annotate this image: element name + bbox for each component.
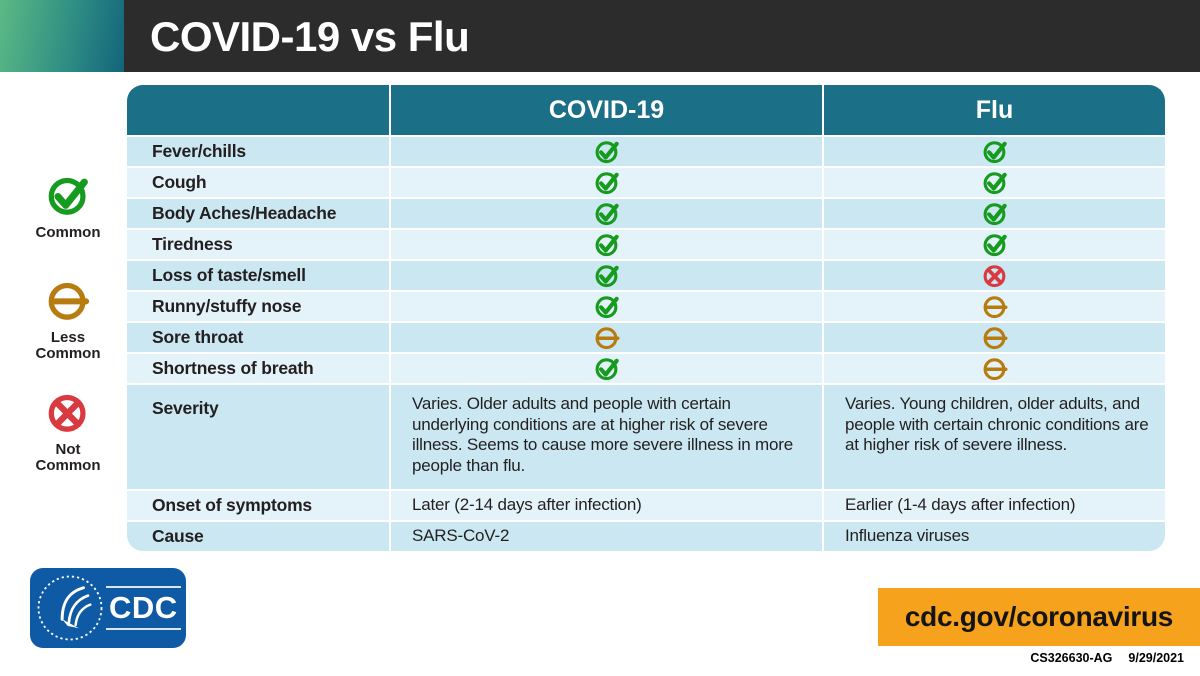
symptom-row-label: Tiredness [127,230,389,259]
flu-status-cell [824,168,1165,197]
info-row-label: Onset of symptoms [127,491,389,520]
legend-label: Not Common [35,441,101,474]
symptom-row-label: Fever/chills [127,137,389,166]
check-circle-icon [595,140,619,163]
url-banner: cdc.gov/coronavirus [878,588,1200,646]
symptom-row-label: Shortness of breath [127,354,389,383]
symptom-row-label: Loss of taste/smell [127,261,389,290]
flu-status-cell [824,230,1165,259]
cdc-logo: CDC [30,568,186,648]
legend-label: Less Common [35,329,101,362]
check-circle-icon [595,233,619,256]
x-circle-icon [48,394,86,432]
covid-status-cell [391,292,822,321]
check-circle-icon [983,233,1007,256]
cdc-url: cdc.gov/coronavirus [904,601,1174,632]
covid-info-cell: Varies. Older adults and people with cer… [391,385,822,489]
top-title-bar: COVID-19 vs Flu [0,0,1200,72]
minus-circle-icon [983,357,1007,380]
legend-label: Common [35,224,101,241]
legend-item-not-common: Not Common [20,391,116,474]
check-circle-icon [983,171,1007,194]
flu-info-cell: Earlier (1-4 days after infection) [824,491,1165,520]
check-circle-icon [48,177,88,215]
covid-status-cell [391,137,822,166]
check-circle-icon [595,171,619,194]
flu-status-cell [824,199,1165,228]
comparison-table: COVID-19 Flu Fever/chills Cough Body Aches/H… [127,85,1165,551]
symptom-row-label: Runny/stuffy nose [127,292,389,321]
flu-status-cell [824,137,1165,166]
covid-status-cell [391,323,822,352]
flu-info-cell: Influenza viruses [824,522,1165,551]
covid-status-cell [391,199,822,228]
check-circle-icon [983,140,1007,163]
flu-status-cell [824,261,1165,290]
x-circle-icon [983,264,1005,287]
page-title: COVID-19 vs Flu [150,13,470,60]
check-circle-icon [595,295,619,318]
table-header-covid-19: COVID-19 [391,85,822,135]
cdc-wordmark: CDC [106,586,181,630]
check-circle-icon [595,264,619,287]
legend-item-less-common: Less Common [20,279,116,362]
minus-circle-icon [983,326,1007,349]
flu-status-cell [824,292,1165,321]
covid-status-cell [391,168,822,197]
symptom-row-label: Cough [127,168,389,197]
covid-info-cell: Later (2-14 days after infection) [391,491,822,520]
check-circle-icon [983,202,1007,225]
minus-circle-icon [983,295,1007,318]
check-circle-icon [595,357,619,380]
symptom-row-label: Sore throat [127,323,389,352]
gradient-accent-block [0,0,124,72]
minus-circle-icon [48,282,90,320]
covid-info-cell: SARS-CoV-2 [391,522,822,551]
symptom-row-label: Body Aches/Headache [127,199,389,228]
document-id: CS326630-AG [1030,651,1113,665]
minus-circle-icon [595,326,619,349]
flu-info-cell: Varies. Young children, older adults, an… [824,385,1165,489]
check-circle-icon [595,202,619,225]
document-footnote: CS326630-AG 9/29/2021 [1030,651,1184,665]
hhs-eagle-icon [37,575,103,641]
info-row-label: Cause [127,522,389,551]
info-row-label: Severity [127,385,389,489]
covid-status-cell [391,261,822,290]
flu-status-cell [824,323,1165,352]
table-header-empty [127,85,389,135]
covid-status-cell [391,354,822,383]
flu-status-cell [824,354,1165,383]
covid-status-cell [391,230,822,259]
legend-item-common: Common [20,174,116,241]
table-header-flu: Flu [824,85,1165,135]
document-date: 9/29/2021 [1128,651,1184,665]
